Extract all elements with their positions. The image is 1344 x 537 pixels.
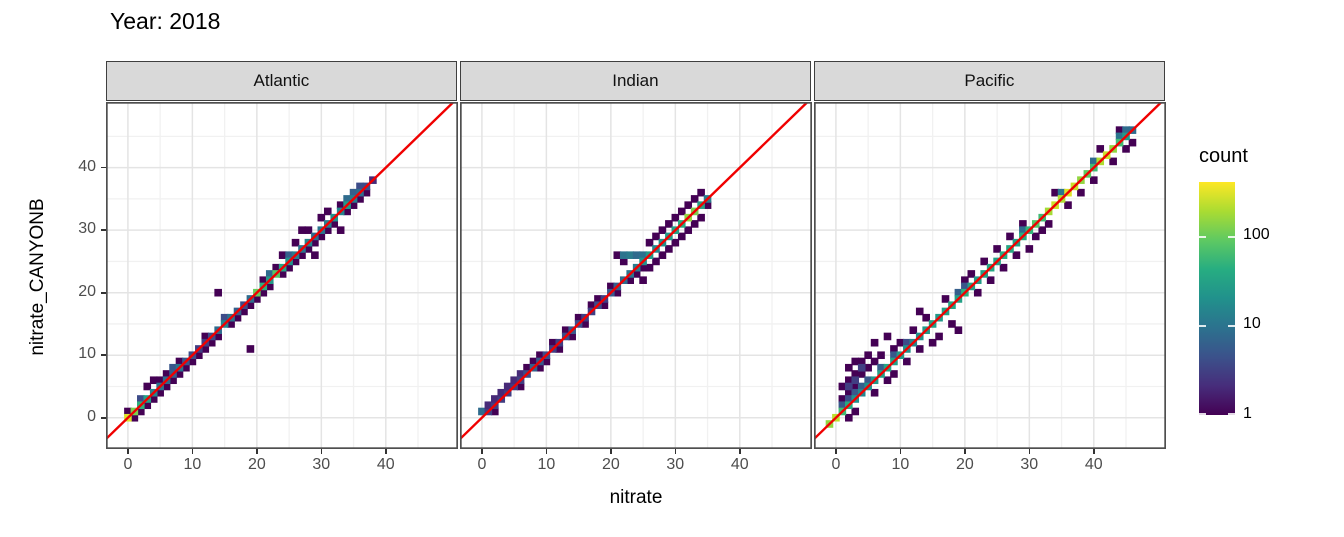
- legend-tick-mark: [1228, 325, 1235, 328]
- x-axis-tick: [1093, 449, 1095, 454]
- identity-reference-line: [460, 102, 810, 441]
- legend-tick-mark: [1228, 413, 1235, 415]
- facet-panel-indian: [460, 102, 812, 449]
- y-tick-label: 10: [78, 345, 96, 363]
- x-axis-tick: [899, 449, 902, 454]
- x-tick-label: 30: [312, 456, 331, 473]
- identity-reference-line: [814, 102, 1164, 441]
- x-tick-label: 10: [183, 456, 202, 473]
- x-tick-label: 30: [666, 456, 685, 473]
- x-tick-label: 10: [891, 456, 910, 473]
- facet-strip-atlantic: Atlantic: [106, 61, 457, 101]
- y-axis-tick: [101, 354, 106, 357]
- x-tick-label: 20: [955, 456, 974, 473]
- x-axis-tick: [1028, 449, 1031, 454]
- facet-panel-pacific: [814, 102, 1166, 449]
- x-tick-label: 0: [831, 456, 841, 473]
- y-tick-label: 40: [78, 157, 96, 175]
- legend-title: count: [1199, 145, 1248, 167]
- plot-title: Year: 2018: [110, 8, 221, 34]
- x-axis-tick: [256, 449, 258, 454]
- facet-panel-atlantic: [106, 102, 458, 449]
- x-tick-label: 40: [376, 456, 395, 473]
- x-axis-tick: [127, 449, 129, 454]
- x-tick-label: 0: [123, 456, 133, 473]
- x-axis-tick: [481, 449, 483, 454]
- y-axis-tick: [101, 166, 106, 169]
- y-axis-tick: [101, 291, 106, 294]
- legend-tick-mark: [1199, 235, 1206, 238]
- legend-tick-label: 1: [1243, 405, 1252, 422]
- legend-tick-label: 10: [1243, 315, 1261, 333]
- x-axis-tick: [320, 449, 323, 454]
- x-axis-tick: [964, 449, 966, 454]
- x-axis-tick: [739, 449, 741, 454]
- x-axis-tick: [610, 449, 612, 454]
- y-axis-title: nitrate_CANYONB: [27, 198, 48, 356]
- y-tick-label: 0: [87, 407, 96, 425]
- facet-strip-pacific: Pacific: [814, 61, 1165, 101]
- y-tick-label: 30: [78, 220, 96, 238]
- y-axis-tick: [101, 416, 106, 419]
- x-axis-tick: [545, 449, 548, 454]
- x-axis-tick: [674, 449, 677, 454]
- x-tick-label: 30: [1020, 456, 1039, 473]
- legend-tick-mark: [1199, 413, 1206, 415]
- legend-colorbar: [1199, 182, 1235, 415]
- x-tick-label: 40: [730, 456, 749, 473]
- x-axis-tick: [835, 449, 837, 454]
- x-tick-label: 20: [247, 456, 266, 473]
- facet-strip-indian: Indian: [460, 61, 811, 101]
- legend-tick-label: 100: [1243, 225, 1270, 243]
- x-axis-tick: [191, 449, 194, 454]
- x-tick-label: 0: [477, 456, 487, 473]
- y-axis-tick: [101, 229, 106, 231]
- legend-tick-mark: [1228, 235, 1235, 238]
- identity-reference-line: [106, 102, 456, 441]
- x-axis-title: nitrate: [609, 487, 663, 508]
- x-tick-label: 20: [601, 456, 620, 473]
- facet-strip-label: Pacific: [964, 71, 1015, 90]
- x-tick-label: 40: [1084, 456, 1103, 473]
- facet-strip-label: Atlantic: [253, 71, 310, 90]
- legend-tick-mark: [1199, 325, 1206, 328]
- facet-strip-label: Indian: [612, 71, 659, 90]
- x-tick-label: 10: [537, 456, 556, 473]
- x-axis-tick: [385, 449, 387, 454]
- y-tick-label: 20: [78, 282, 96, 300]
